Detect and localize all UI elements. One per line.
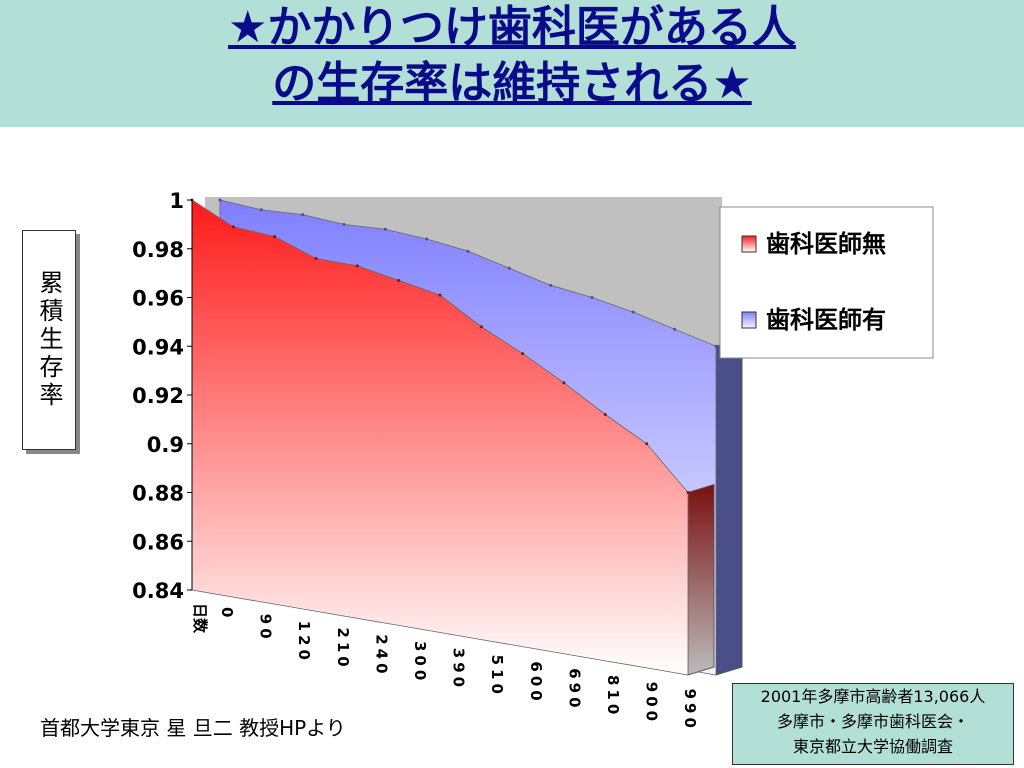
y-tick-label: 0.9 (147, 433, 184, 457)
x-tick-label: 600 (527, 661, 545, 704)
legend-label: 歯科医師有 (766, 306, 886, 334)
data-point (397, 278, 401, 282)
area-side (687, 483, 715, 676)
x-tick-label: 390 (450, 648, 468, 691)
source-line: 2001年多摩市高齢者13,066人 (760, 687, 986, 706)
data-point (259, 208, 263, 212)
source-line: 東京都立大学協働調査 (792, 737, 953, 756)
title-line: の生存率は維持される★ (272, 58, 752, 109)
y-tick-label: 0.96 (132, 287, 184, 311)
data-point (562, 381, 566, 385)
data-point (383, 227, 387, 231)
data-point (301, 213, 305, 217)
y-tick-label: 0.86 (132, 530, 184, 554)
data-point (231, 225, 235, 229)
data-point (549, 283, 553, 287)
x-tick-label: 210 (334, 627, 352, 670)
data-point (438, 293, 442, 297)
y-tick-label: 0.88 (132, 482, 184, 506)
x-tick-label: 900 (643, 682, 661, 725)
credit: 首都大学東京 星 旦二 教授HPより (40, 716, 346, 740)
x-tick-label: 300 (411, 641, 429, 684)
data-point (590, 296, 594, 299)
legend-swatch (741, 311, 757, 329)
title-line: ★かかりつけ歯科医がある人 (228, 2, 796, 53)
y-tick-label: 0.94 (132, 335, 184, 359)
x-tick-label: 240 (372, 634, 390, 677)
legend-label: 歯科医師無 (766, 230, 886, 258)
data-point (645, 442, 649, 446)
y-tick-label: 0.98 (132, 238, 184, 262)
x-tick-label: 120 (295, 621, 313, 664)
legend-swatch (741, 235, 757, 253)
source-box: 2001年多摩市高齢者13,066人 多摩市・多摩市歯科医会・ 東京都立大学協働… (732, 683, 1014, 765)
header: ★かかりつけ歯科医がある人 の生存率は維持される★ (0, 0, 1024, 127)
x-tick-label: 510 (488, 655, 506, 698)
y-tick-label: 0.92 (132, 384, 184, 408)
plot (190, 198, 743, 676)
area-side (715, 337, 743, 676)
y-tick-label: 1 (169, 189, 184, 213)
legend-box (719, 206, 934, 359)
data-point (218, 198, 222, 202)
data-point (479, 325, 483, 329)
x-tick-label: 990 (681, 689, 699, 732)
data-point (714, 344, 718, 348)
x-axis-label: 日数 (191, 603, 209, 634)
data-point (466, 249, 470, 253)
data-point (686, 491, 690, 494)
source-line: 多摩市・多摩市歯科医会・ (776, 712, 969, 731)
data-point (355, 264, 359, 268)
x-tick-label: 90 (257, 614, 275, 643)
data-point (631, 310, 635, 314)
data-point (507, 266, 511, 270)
data-point (521, 352, 525, 356)
y-tick-label: 0.84 (132, 579, 184, 603)
x-tick-label: 690 (565, 668, 583, 711)
data-point (314, 257, 318, 260)
data-point (425, 237, 429, 241)
data-point (342, 222, 346, 226)
area (191, 199, 689, 676)
y-axis-label: 累積生存率 (22, 230, 76, 450)
data-point (273, 235, 277, 239)
data-point (603, 413, 607, 416)
data-point (673, 327, 677, 331)
x-tick-label: 0 (218, 607, 236, 621)
x-tick-label: 810 (604, 675, 622, 718)
